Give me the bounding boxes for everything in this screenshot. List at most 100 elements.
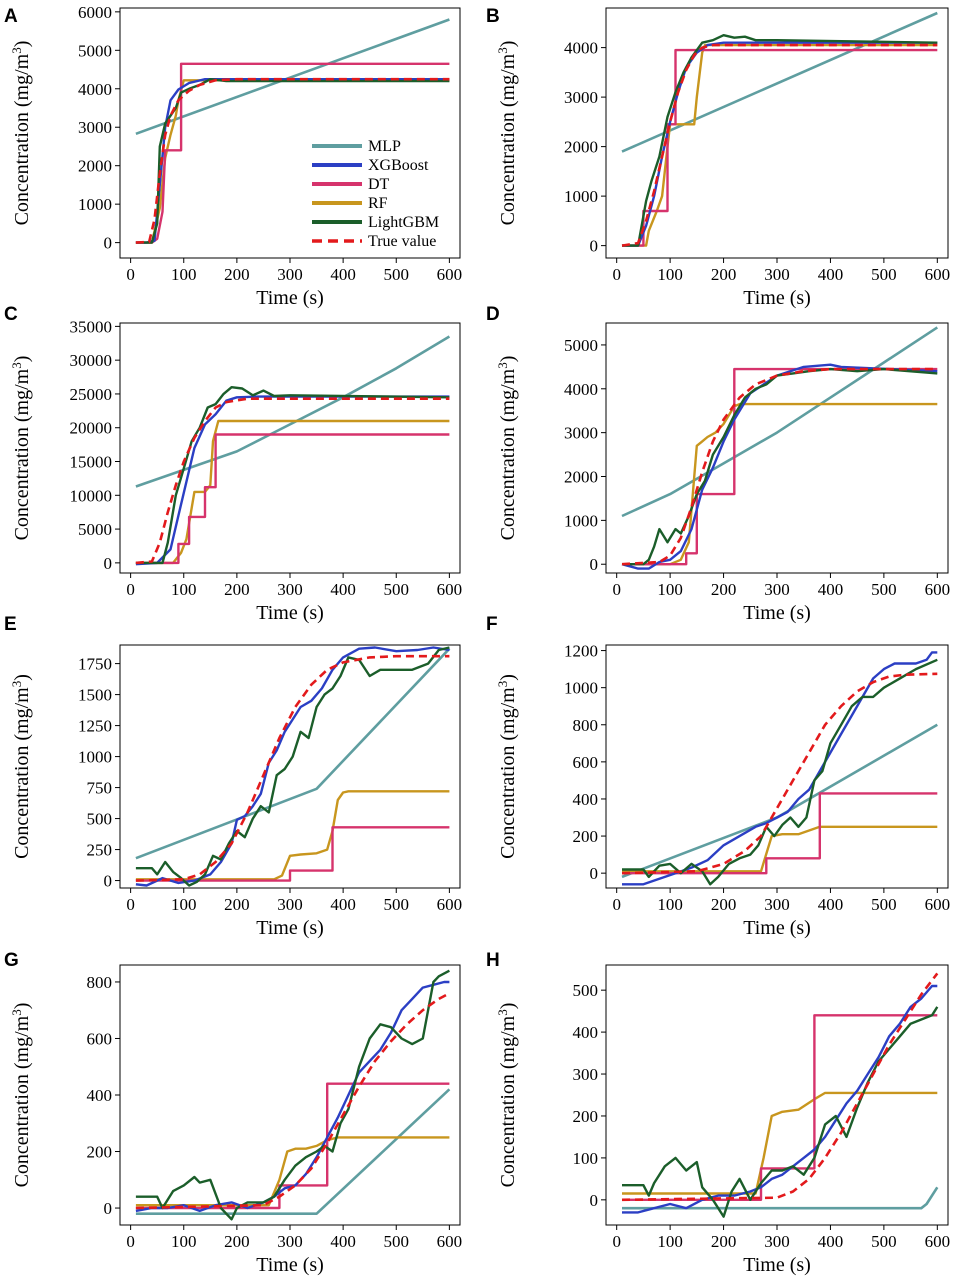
x-axis-label: Time (s) [743,602,811,624]
x-tick-label: 500 [384,265,410,284]
x-axis-label: Time (s) [743,1254,811,1276]
y-tick-label: 250 [87,841,113,860]
panel-letter: G [4,950,19,971]
y-tick-label: 200 [573,827,599,846]
panel-letter: C [4,304,18,325]
series-line-xgboost [622,651,938,886]
x-tick-label: 400 [330,895,356,914]
series-group [135,335,451,566]
x-tick-label: 400 [818,1232,844,1251]
y-tick-label: 10000 [70,486,113,505]
chart-panel-d: D 0 100 200 300 400 500 600 0 1000 2000 3000 4000 500… [486,304,950,624]
x-tick-label: 200 [224,895,250,914]
y-axis-label: Concentration (mg/m3) [9,1003,34,1188]
y-axis-label: Concentration (mg/m3) [495,1003,520,1188]
y-tick-label: 2000 [78,157,112,176]
series-line-true-value [135,397,450,565]
series-line-rf [622,825,938,873]
y-axis-label: Concentration (mg/m3) [495,674,520,859]
x-tick-label: 300 [764,1232,790,1251]
y-tick-label: 1000 [78,748,112,767]
series-group [621,11,938,247]
x-tick-label: 200 [224,265,250,284]
y-tick-label: 1000 [564,679,598,698]
y-tick-label: 4000 [564,39,598,58]
series-line-mlp [622,1186,939,1210]
x-tick-label: 300 [764,895,790,914]
series-line-rf [135,1136,450,1207]
y-tick-label: 500 [573,981,599,1000]
y-axis-label: Concentration (mg/m3) [9,674,34,859]
series-line-rf [135,419,450,565]
x-tick-label: 200 [711,580,737,599]
y-tick-label: 35000 [70,317,113,336]
y-tick-label: 4000 [564,380,598,399]
y-tick-label: 1200 [564,642,598,661]
x-tick-label: 200 [711,265,737,284]
series-line-dt [622,367,938,566]
y-tick-label: 600 [573,753,599,772]
series-line-lightgbm [135,646,450,887]
y-tick-label: 0 [104,234,113,253]
x-tick-label: 600 [925,895,951,914]
chart-panel-e: E 0 100 200 300 400 500 600 0 250 500 750 1000 1250 15… [4,614,462,939]
series-line-lightgbm [135,386,450,565]
plot-frame [605,964,949,1226]
series-line-xgboost [622,984,938,1214]
series-group [621,972,939,1218]
y-tick-label: 6000 [78,3,112,22]
chart-panel-f: F 0 100 200 300 400 500 600 0 200 400 600 800 1000 120… [486,614,950,939]
y-tick-label: 400 [87,1086,113,1105]
chart-panel-b: B 0 100 200 300 400 500 600 0 1000 2000 3000 4000 Tim… [486,6,950,309]
y-tick-label: 0 [104,872,113,891]
x-tick-label: 0 [612,580,621,599]
y-tick-label: 3000 [564,424,598,443]
x-tick-label: 600 [437,1232,463,1251]
y-tick-label: 0 [590,1191,599,1210]
series-line-lightgbm [622,1006,939,1218]
y-tick-label: 800 [87,973,113,992]
x-tick-label: 0 [612,1232,621,1251]
x-tick-label: 500 [871,895,897,914]
x-tick-label: 0 [126,580,135,599]
y-tick-label: 2000 [564,138,598,157]
y-tick-label: 600 [87,1029,113,1048]
y-tick-label: 15000 [70,453,113,472]
series-line-lightgbm [135,969,450,1221]
y-tick-label: 1000 [564,187,598,206]
x-tick-label: 100 [657,580,683,599]
y-tick-label: 0 [590,864,599,883]
x-tick-label: 100 [171,895,197,914]
series-line-mlp [621,326,939,518]
x-axis-label: Time (s) [743,917,811,939]
y-tick-label: 400 [573,1023,599,1042]
x-axis-label: Time (s) [256,1254,324,1276]
legend-label: MLP [368,138,401,155]
x-tick-label: 500 [384,895,410,914]
y-tick-label: 4000 [78,80,112,99]
chart-panel-c: C 0 100 200 300 400 500 600 0 5000 10000 15000 20000… [4,304,462,624]
x-tick-label: 400 [330,580,356,599]
series-line-true-value [621,672,938,875]
x-tick-label: 500 [384,580,410,599]
panel-letter: E [4,614,17,635]
x-tick-label: 300 [277,580,303,599]
x-tick-label: 400 [330,265,356,284]
x-tick-label: 400 [818,895,844,914]
series-line-true-value [135,654,450,882]
chart-panel-g: G 0 100 200 300 400 500 600 0 200 400 600 800 Time (s… [4,950,462,1276]
x-tick-label: 200 [711,895,737,914]
x-tick-label: 0 [612,265,621,284]
y-tick-label: 0 [590,555,599,574]
series-line-lightgbm [622,367,938,566]
y-tick-label: 1750 [78,655,112,674]
x-tick-label: 0 [612,895,621,914]
series-line-xgboost [135,646,450,887]
y-tick-label: 200 [573,1107,599,1126]
legend-label: LightGBM [368,214,439,231]
y-axis-label: Concentration (mg/m3) [495,356,520,541]
x-axis-label: Time (s) [256,602,324,624]
panel-letter: F [486,614,498,635]
series-line-mlp [621,11,938,153]
